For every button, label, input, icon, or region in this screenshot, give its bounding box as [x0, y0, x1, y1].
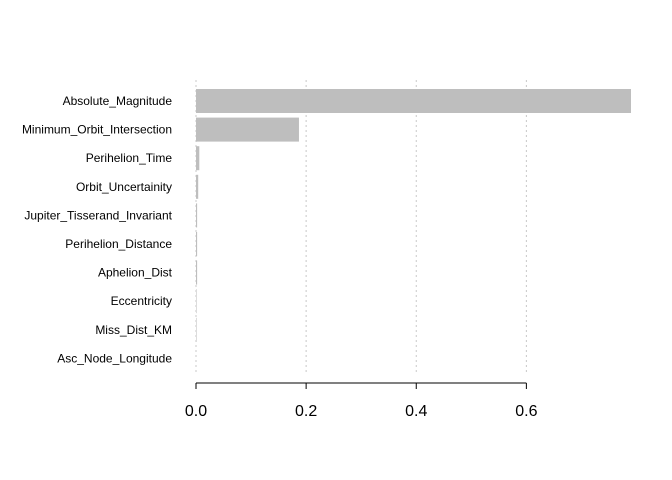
category-label-3: Orbit_Uncertainity [76, 180, 172, 194]
category-label-4: Jupiter_Tisserand_Invariant [24, 208, 172, 222]
category-label-1: Minimum_Orbit_Intersection [22, 123, 172, 137]
category-labels: Absolute_Magnitude Minimum_Orbit_Intersec… [22, 94, 173, 365]
bar-2 [196, 146, 200, 171]
bar-8 [196, 317, 197, 342]
bar-7 [196, 289, 197, 314]
category-label-7: Eccentricity [111, 294, 172, 308]
x-tick-label-3: 0.6 [515, 403, 537, 420]
bar-4 [196, 203, 198, 228]
category-label-9: Asc_Node_Longitude [57, 351, 172, 365]
category-label-6: Aphelion_Dist [98, 266, 173, 280]
bar-3 [196, 174, 199, 199]
bars [196, 89, 631, 342]
category-label-5: Perihelion_Distance [65, 237, 172, 251]
x-axis: 0.0 0.2 0.4 0.6 [185, 382, 538, 420]
x-tick-label-1: 0.2 [295, 403, 317, 420]
category-label-2: Perihelion_Time [86, 151, 173, 165]
bar-0 [196, 89, 631, 113]
bar-5 [196, 232, 198, 256]
category-label-0: Absolute_Magnitude [63, 94, 173, 108]
x-tick-label-0: 0.0 [185, 403, 207, 420]
bar-1 [196, 117, 299, 142]
x-tick-label-2: 0.4 [405, 403, 427, 420]
category-label-8: Miss_Dist_KM [95, 323, 172, 337]
bar-6 [196, 260, 198, 285]
